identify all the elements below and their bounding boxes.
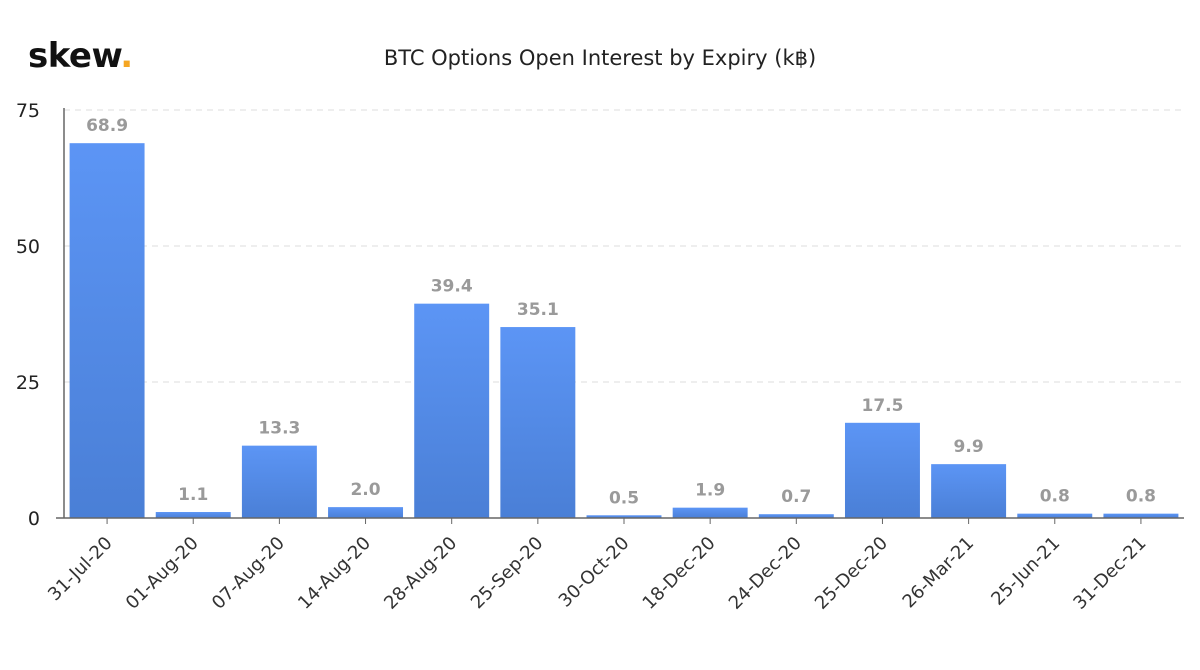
- bar: [844, 422, 920, 518]
- bar: [69, 143, 145, 518]
- skew-logo: skew.: [28, 36, 133, 76]
- bar: [155, 512, 231, 518]
- bar: [241, 445, 317, 518]
- data-label: 35.1: [517, 300, 559, 320]
- data-label: 2.0: [350, 480, 380, 500]
- data-label: 17.5: [861, 396, 903, 416]
- bar: [586, 515, 662, 518]
- x-tick-label: 31-Jul-20: [44, 533, 117, 606]
- data-label: 0.7: [781, 487, 811, 507]
- y-tick-label: 50: [16, 236, 40, 258]
- x-tick-label: 28-Aug-20: [380, 533, 461, 614]
- bar: [758, 514, 834, 518]
- brand-name: skew: [28, 36, 121, 76]
- y-tick-label: 75: [16, 100, 40, 122]
- bar: [1017, 513, 1093, 518]
- bar: [1103, 513, 1179, 518]
- data-label: 68.9: [86, 116, 128, 136]
- y-tick-label: 0: [28, 508, 40, 530]
- data-label: 0.8: [1040, 487, 1070, 507]
- x-tick-label: 18-Dec-20: [639, 533, 720, 614]
- data-label: 1.9: [695, 481, 725, 501]
- bar: [931, 464, 1007, 518]
- data-label: 0.8: [1126, 487, 1156, 507]
- data-label: 1.1: [178, 485, 208, 505]
- x-tick-label: 25-Jun-21: [987, 533, 1064, 610]
- x-tick-label: 24-Dec-20: [725, 533, 806, 614]
- data-label: 13.3: [258, 419, 300, 439]
- x-tick-label: 07-Aug-20: [208, 533, 289, 614]
- x-tick-label: 01-Aug-20: [122, 533, 203, 614]
- x-tick-label: 25-Dec-20: [811, 533, 892, 614]
- data-label: 0.5: [609, 488, 639, 508]
- bar: [414, 303, 490, 518]
- bar: [500, 327, 576, 518]
- chart-title: BTC Options Open Interest by Expiry (k฿): [383, 46, 817, 70]
- y-tick-label: 25: [16, 372, 40, 394]
- data-label: 9.9: [954, 437, 984, 457]
- x-tick-label: 30-Oct-20: [555, 533, 634, 612]
- x-tick-label: 14-Aug-20: [294, 533, 375, 614]
- brand-dot: .: [120, 36, 133, 76]
- bar: [672, 507, 748, 518]
- x-tick-label: 31-Dec-21: [1069, 533, 1150, 614]
- x-tick-label: 26-Mar-21: [899, 533, 979, 613]
- bar: [328, 507, 404, 518]
- data-label: 39.4: [431, 277, 473, 297]
- x-tick-label: 25-Sep-20: [467, 533, 547, 613]
